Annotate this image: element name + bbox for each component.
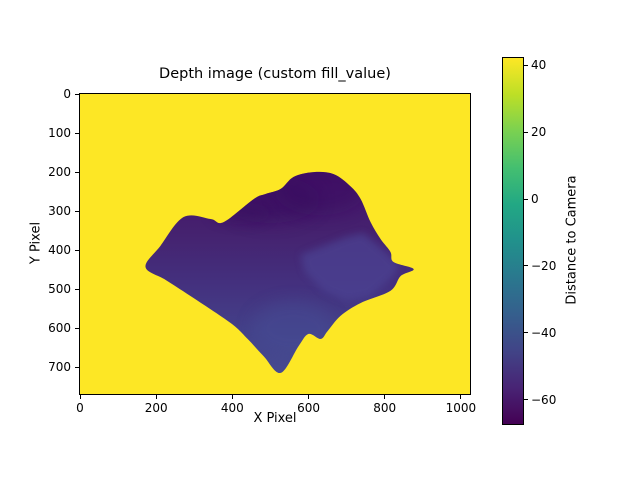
- y-tick-label: 700: [48, 360, 71, 375]
- y-tick-mark: [75, 210, 79, 212]
- x-tick-mark: [79, 395, 81, 399]
- colorbar-tick-mark: [524, 131, 528, 133]
- colorbar-tick-mark: [524, 265, 528, 267]
- colorbar-tick-mark: [524, 399, 528, 401]
- y-tick-label: 300: [48, 204, 71, 219]
- y-tick-label: 0: [63, 87, 71, 101]
- x-tick-label: 1000: [445, 401, 477, 415]
- x-tick-mark: [231, 395, 233, 399]
- x-tick-label: 0: [76, 401, 84, 415]
- y-tick-mark: [75, 327, 79, 329]
- y-tick-label: 400: [48, 243, 71, 258]
- colorbar-tick-label: 40: [531, 58, 547, 73]
- y-tick-label: 600: [48, 321, 71, 336]
- x-tick-label: 400: [220, 401, 244, 415]
- colorbar: [502, 57, 524, 425]
- colorbar-tick-label: 20: [531, 125, 547, 140]
- x-tick-mark: [155, 395, 157, 399]
- x-tick-label: 200: [144, 401, 168, 415]
- colorbar-tick-mark: [524, 198, 528, 200]
- colorbar-tick-label: −60: [531, 392, 557, 407]
- x-tick-mark: [460, 395, 462, 399]
- plot-area: [79, 93, 471, 395]
- x-tick-label: 600: [297, 401, 320, 415]
- y-tick-mark: [75, 288, 79, 290]
- y-tick-label: 500: [48, 282, 71, 297]
- y-tick-label: 200: [48, 165, 71, 180]
- x-tick-mark: [308, 395, 310, 399]
- y-tick-label: 100: [48, 126, 71, 141]
- y-tick-mark: [75, 171, 79, 173]
- colorbar-tick-label: 0: [531, 192, 539, 207]
- y-tick-mark: [75, 366, 79, 368]
- x-tick-mark: [384, 395, 386, 399]
- x-axis-label: X Pixel: [253, 411, 297, 426]
- colorbar-tick-mark: [524, 64, 528, 66]
- colorbar-tick-mark: [524, 332, 528, 334]
- x-tick-label: 800: [373, 401, 397, 415]
- colorbar-tick-label: −40: [531, 325, 557, 340]
- y-tick-mark: [75, 249, 79, 251]
- y-tick-mark: [75, 132, 79, 134]
- depth-image-blob: [145, 171, 414, 374]
- y-tick-mark: [75, 93, 79, 95]
- colorbar-tick-label: −20: [531, 258, 557, 273]
- chart-title: Depth image (custom fill_value): [159, 66, 391, 82]
